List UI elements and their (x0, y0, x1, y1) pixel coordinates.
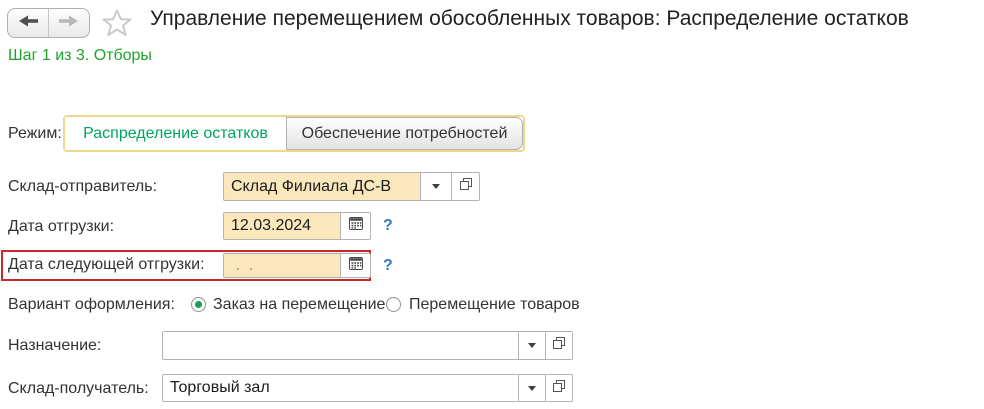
purpose-dropdown-button[interactable] (518, 332, 545, 359)
dropdown-arrow-icon (528, 385, 536, 391)
shipping-date-field-group (223, 212, 371, 240)
receiver-warehouse-dropdown-button[interactable] (518, 375, 545, 401)
receiver-warehouse-open-button[interactable] (545, 375, 572, 401)
purpose-open-button[interactable] (545, 332, 572, 359)
back-button[interactable] (8, 9, 48, 37)
receiver-warehouse-field-group (162, 374, 573, 402)
radio-zakaz-label[interactable]: Заказ на перемещение (213, 296, 386, 313)
radio-zakaz-na-peremeshchenie[interactable] (191, 297, 206, 312)
receiver-warehouse-input[interactable] (163, 375, 518, 401)
next-shipping-date-field-group (223, 253, 371, 278)
forward-button[interactable] (48, 9, 89, 37)
open-icon (552, 336, 566, 355)
radio-peremeshchenie-label[interactable]: Перемещение товаров (409, 296, 580, 313)
wizard-step-caption: Шаг 1 из 3. Отборы (8, 47, 152, 64)
next-shipping-date-highlight-box: Дата следующей отгрузки: (1, 250, 371, 281)
sender-warehouse-label: Склад-отправитель: (8, 178, 158, 195)
dropdown-arrow-icon (432, 184, 440, 189)
next-shipping-date-label: Дата следующей отгрузки: (8, 256, 205, 273)
history-nav-group (7, 8, 90, 38)
tab-obespechenie-potrebnostey[interactable]: Обеспечение потребностей (286, 117, 523, 150)
shipping-date-calendar-button[interactable] (340, 213, 370, 239)
purpose-label: Назначение: (8, 337, 102, 354)
next-shipping-date-help-link[interactable]: ? (383, 257, 393, 274)
radio-peremeshchenie-tovarov[interactable] (386, 297, 401, 312)
forward-arrow-icon (58, 14, 80, 33)
dropdown-arrow-icon (528, 343, 536, 348)
sender-warehouse-dropdown-button[interactable] (420, 173, 451, 200)
variant-label: Вариант оформления: (8, 296, 175, 313)
sender-warehouse-field-group (223, 172, 480, 201)
open-icon (459, 177, 473, 196)
radio-selected-dot (195, 301, 202, 308)
calendar-icon (348, 216, 364, 236)
shipping-date-help-link[interactable]: ? (383, 217, 393, 234)
shipping-date-label: Дата отгрузки: (8, 218, 115, 235)
favorites-star-icon[interactable] (101, 8, 133, 43)
sender-warehouse-open-button[interactable] (451, 173, 479, 200)
purpose-input[interactable] (163, 332, 518, 359)
purpose-field-group (162, 331, 573, 360)
receiver-warehouse-label: Склад-получатель: (8, 380, 149, 397)
page-title: Управление перемещением обособленных тов… (150, 7, 909, 30)
next-shipping-date-input[interactable] (224, 254, 340, 277)
shipping-date-input[interactable] (224, 213, 340, 239)
calendar-icon (348, 256, 364, 276)
sender-warehouse-input[interactable] (224, 173, 420, 200)
open-icon (552, 379, 566, 398)
back-arrow-icon (17, 14, 39, 33)
tab-raspredelenie-ostatkov[interactable]: Распределение остатков (65, 117, 286, 150)
next-shipping-date-calendar-button[interactable] (340, 254, 370, 277)
mode-switch: Распределение остатков Обеспечение потре… (63, 115, 525, 152)
mode-label: Режим: (8, 125, 62, 142)
